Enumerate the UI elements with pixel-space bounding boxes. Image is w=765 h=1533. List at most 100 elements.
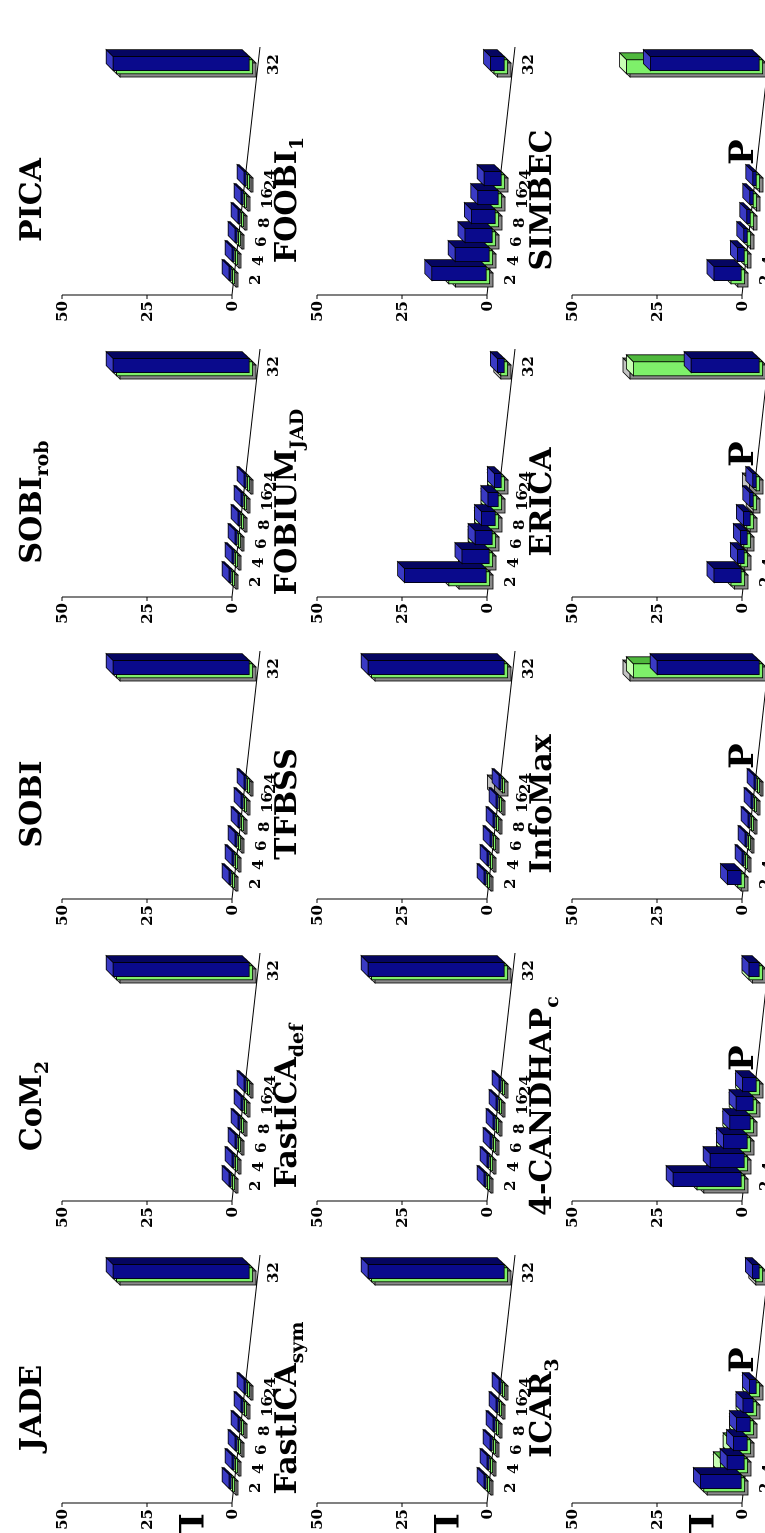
bar-front (247, 196, 251, 212)
bar-front (495, 1398, 499, 1413)
bar-front (487, 1477, 490, 1493)
bar-2-s0 (476, 1466, 488, 1490)
x-tick-label: 32 (519, 356, 537, 377)
bar-2-s0 (221, 258, 233, 282)
bar-front (247, 174, 250, 190)
bar-front (750, 794, 754, 809)
bar-4-s0 (224, 1447, 236, 1471)
bar-front (241, 514, 244, 530)
bar-side (105, 351, 251, 360)
bar-front (754, 797, 757, 813)
x-tick-label: 16 (258, 1396, 276, 1417)
bar-front (749, 212, 754, 228)
x-tick-label: 2 (246, 879, 264, 889)
bar-front (490, 1458, 493, 1474)
x-tick-label: 6 (762, 1445, 765, 1455)
bar-front (672, 1172, 742, 1187)
x-tick-label: 4 (759, 256, 765, 266)
bar-front (499, 1401, 502, 1417)
bar-4-s0 (447, 239, 491, 263)
x-tick-label: 2 (501, 275, 519, 285)
y-tick-label: 25 (393, 603, 411, 624)
y-tick-label: 25 (138, 1509, 156, 1530)
x-tick-label: 8 (255, 520, 273, 530)
bar-front (490, 876, 494, 892)
bar-16-s0 (233, 484, 245, 508)
bar-front (234, 228, 238, 243)
bar-24-s0 (744, 163, 758, 187)
bar-2-s0 (423, 258, 488, 282)
bar-front (367, 660, 505, 676)
bar-front (244, 1099, 247, 1115)
bar-front (483, 1172, 487, 1187)
bar-8-s0 (485, 1107, 497, 1131)
bar-front (367, 962, 505, 978)
bar-16-s0 (741, 182, 755, 206)
chart-panel: 4-CANDHAPc025502468162432 (510, 931, 765, 1228)
x-tick-label: 2 (246, 577, 264, 587)
bar-front (237, 511, 241, 526)
chart-panel: InfoMax025502468162432 (510, 629, 765, 926)
x-tick-label: 6 (252, 237, 270, 247)
bar-front (240, 492, 244, 507)
y-tick-label: 25 (138, 905, 156, 926)
bar-8-s0 (230, 201, 242, 225)
bar-6-s0 (227, 522, 239, 546)
chart-panel: ICAR3025502468162432 (510, 1233, 765, 1530)
x-tick-label: 4 (759, 1464, 765, 1474)
y-tick-label: 0 (223, 603, 241, 613)
y-tick-label: 0 (223, 905, 241, 915)
bar-front (489, 1134, 493, 1149)
bar-front (247, 1404, 251, 1420)
bar-front (751, 838, 755, 854)
bar-front (499, 1099, 502, 1115)
bar-front (490, 1480, 494, 1496)
bar-front (743, 250, 748, 266)
x-tick-label: 24 (261, 1075, 279, 1096)
bar-front (477, 190, 499, 205)
bar-front (232, 571, 235, 587)
y-tick-label: 25 (648, 603, 666, 624)
bar-24-s0 (491, 1069, 503, 1093)
bar-front (241, 816, 244, 832)
x-tick-label: 24 (261, 169, 279, 190)
bar-front (690, 358, 760, 374)
y-tick-label: 25 (138, 301, 156, 322)
x-tick-label: 8 (510, 1124, 528, 1134)
y-tick-label: 50 (53, 1509, 71, 1530)
bar-front (709, 1153, 745, 1168)
bar-16-s0 (735, 1390, 755, 1414)
x-tick-label: 16 (258, 1094, 276, 1115)
x-tick-label: 8 (510, 1426, 528, 1436)
bar-front (760, 781, 764, 797)
bar-front (713, 568, 742, 583)
chart-panel: SOBIrob 0 25 50 2 4 6 8 16 24 32 (0, 327, 282, 624)
y-axis-label: L (425, 1513, 465, 1533)
bar-front (490, 854, 493, 870)
bar-front (247, 1102, 251, 1118)
bar-32-s0 (105, 1256, 251, 1280)
bar-front (244, 193, 247, 209)
x-tick-label: 6 (252, 1143, 270, 1153)
y-tick-label: 50 (563, 301, 581, 322)
bar-4-s0 (224, 239, 236, 263)
bar-4-s0 (224, 1145, 236, 1169)
x-axis-label: P (722, 743, 762, 769)
x-tick-label: 24 (516, 1075, 534, 1096)
bar-front (748, 1379, 757, 1395)
x-tick-label: 6 (762, 237, 765, 247)
x-tick-label: 24 (516, 169, 534, 190)
x-tick-label: 4 (504, 256, 522, 266)
bar-front (454, 247, 490, 262)
bar-4-s0 (454, 541, 491, 565)
x-tick-label: 4 (759, 860, 765, 870)
bar-front (112, 660, 250, 676)
bar-front (742, 1077, 757, 1093)
bar-front (751, 816, 754, 832)
bar-front (502, 1382, 505, 1398)
bar-front (490, 56, 505, 72)
